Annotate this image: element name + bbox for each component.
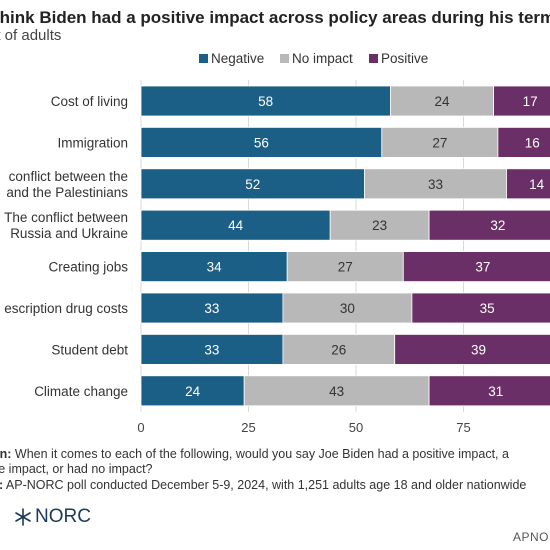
data-label: 16 xyxy=(525,135,540,150)
legend-swatch xyxy=(199,54,208,63)
data-label: 33 xyxy=(204,342,219,357)
bar-segment xyxy=(140,209,331,241)
bar-segment xyxy=(140,333,284,365)
legend-swatch xyxy=(280,54,289,63)
chart-title: think Biden had a positive impact across… xyxy=(0,8,550,27)
source-text: AP-NORC poll conducted December 5-9, 202… xyxy=(3,478,527,492)
question-note: on: When it comes to each of the followi… xyxy=(0,447,509,462)
bar-segment xyxy=(402,251,550,283)
category-label: Creating jobs xyxy=(48,260,128,275)
source-label: e: xyxy=(0,478,3,492)
bar-segment xyxy=(286,251,404,283)
question-text-cont: ve impact, or had no impact? xyxy=(0,462,153,476)
data-label: 17 xyxy=(523,94,538,109)
bar-segment xyxy=(428,375,550,407)
data-label: 34 xyxy=(207,260,223,275)
category-label: Russia and Ukraine xyxy=(10,226,128,241)
credit-text: APNO xyxy=(513,530,550,544)
x-tick-label: 50 xyxy=(349,420,363,435)
bar-segment xyxy=(497,127,550,158)
x-tick-label: 75 xyxy=(456,420,470,435)
category-label: and the Palestinians xyxy=(6,185,128,200)
question-label: on: xyxy=(0,447,12,461)
bar-segment xyxy=(140,375,245,407)
bar-segment xyxy=(389,85,494,117)
bar-segment xyxy=(140,251,288,283)
bar-segment xyxy=(140,85,391,117)
bar-segment xyxy=(243,375,430,407)
data-label: 44 xyxy=(228,218,244,233)
x-tick-label: 25 xyxy=(241,420,255,435)
stacked-bar-chart: 0 25 50 75 Negative No impact Positive Cost of … xyxy=(4,51,550,435)
question-text: When it comes to each of the following, … xyxy=(11,447,509,461)
bar-segment xyxy=(140,127,383,158)
chart-subtitle: nt of adults xyxy=(0,27,62,44)
bar-segment xyxy=(428,209,550,241)
category-label: escription drug costs xyxy=(4,301,128,316)
data-label: 32 xyxy=(490,218,505,233)
data-label: 43 xyxy=(329,384,344,399)
x-tick-label: 0 xyxy=(137,420,144,435)
category-label: Student debt xyxy=(51,342,128,357)
data-label: 24 xyxy=(434,94,450,109)
norc-logo: NORC xyxy=(14,506,91,528)
legend-label: Positive xyxy=(381,51,428,66)
bar-segment xyxy=(282,292,413,324)
bar-segment xyxy=(140,168,366,200)
bar-segment xyxy=(140,292,284,324)
legend-label: Negative xyxy=(211,51,264,66)
data-label: 58 xyxy=(258,94,273,109)
logo-text: NORC xyxy=(35,506,91,527)
bar-segment xyxy=(329,209,430,241)
data-label: 52 xyxy=(245,177,260,192)
question-note-cont: ve impact, or had no impact? xyxy=(0,462,153,477)
category-label: Climate change xyxy=(34,384,128,399)
category-label: Cost of living xyxy=(51,94,128,109)
data-label: 35 xyxy=(480,301,495,316)
data-label: 27 xyxy=(432,135,447,150)
data-label: 33 xyxy=(428,177,443,192)
legend-swatch xyxy=(369,54,378,63)
data-label: 31 xyxy=(488,384,503,399)
bar-segment xyxy=(381,127,499,158)
category-label: The conflict between xyxy=(4,210,128,225)
data-label: 14 xyxy=(529,177,545,192)
bar-segment xyxy=(394,333,550,365)
data-label: 39 xyxy=(471,342,486,357)
data-label: 33 xyxy=(204,301,219,316)
bar-segment xyxy=(506,168,550,200)
legend-label: No impact xyxy=(292,51,353,66)
bar-segment xyxy=(282,333,396,365)
category-label: Immigration xyxy=(57,135,128,150)
bar-segment xyxy=(411,292,550,324)
asterisk-logo-icon xyxy=(15,508,31,526)
data-label: 23 xyxy=(372,218,387,233)
data-label: 30 xyxy=(340,301,355,316)
bar-segment xyxy=(493,85,550,117)
data-label: 24 xyxy=(185,384,201,399)
data-label: 56 xyxy=(254,135,269,150)
data-label: 37 xyxy=(475,260,490,275)
category-label: conflict between the xyxy=(9,169,128,184)
source-note: e: AP-NORC poll conducted December 5-9, … xyxy=(0,478,526,493)
data-label: 27 xyxy=(338,260,353,275)
bar-segment xyxy=(364,168,507,200)
data-label: 26 xyxy=(331,342,346,357)
